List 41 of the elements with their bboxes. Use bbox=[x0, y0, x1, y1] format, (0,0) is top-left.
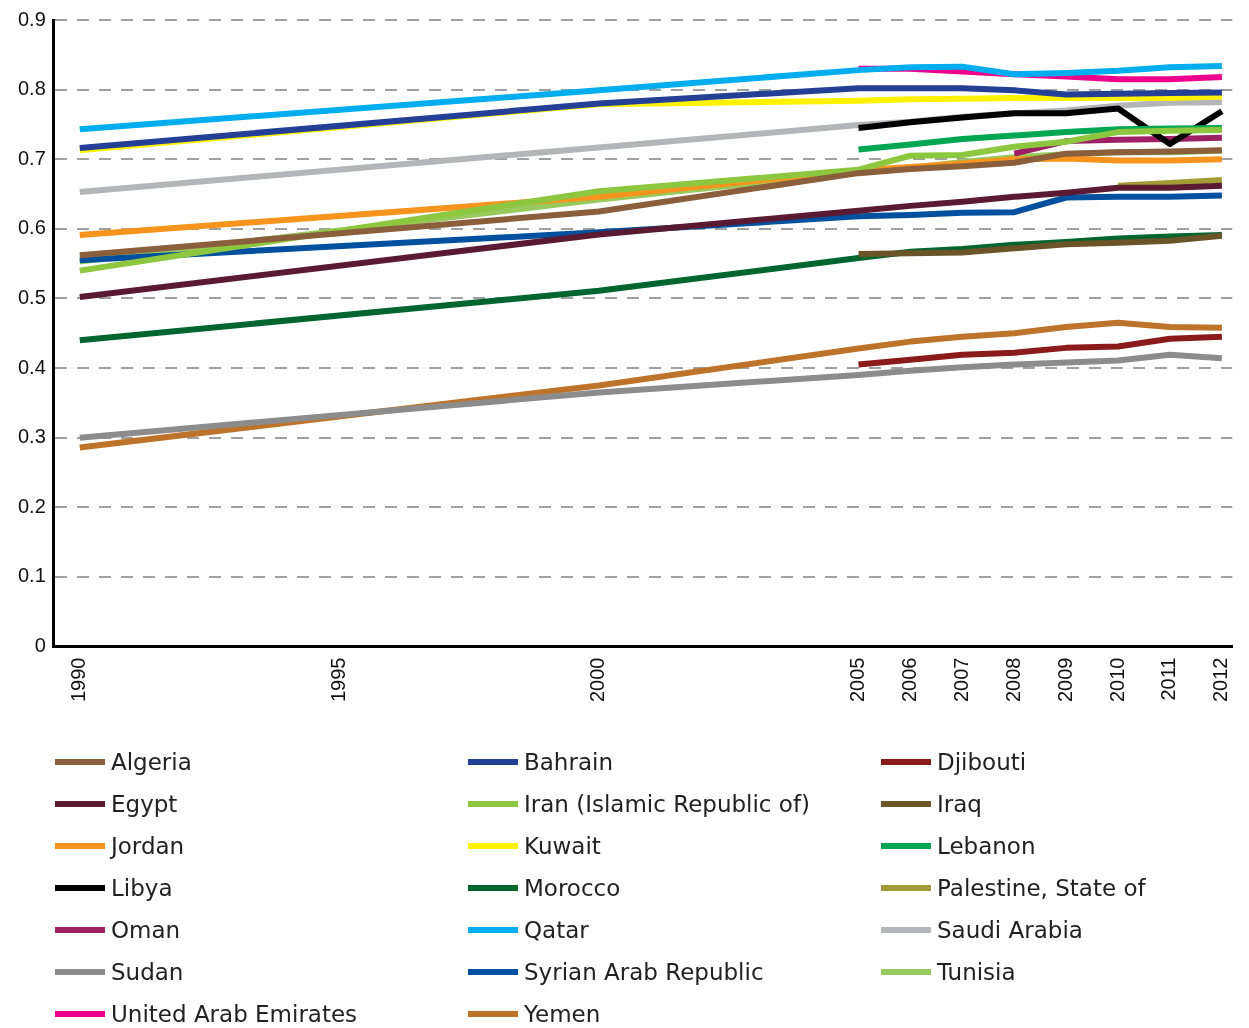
legend-label: Egypt bbox=[111, 790, 178, 817]
x-tick-label: 1990 bbox=[67, 657, 90, 703]
x-tick-label: 2006 bbox=[897, 657, 920, 703]
legend-label: Morocco bbox=[524, 874, 621, 901]
legend-label: Algeria bbox=[111, 748, 192, 775]
y-tick-label: 0.1 bbox=[17, 564, 46, 587]
y-tick-label: 0.9 bbox=[17, 7, 46, 30]
legend-label: Sudan bbox=[111, 958, 184, 985]
y-tick-label: 0.6 bbox=[17, 216, 46, 239]
legend-label: Libya bbox=[111, 874, 173, 901]
x-tick-label: 2008 bbox=[1001, 657, 1024, 703]
y-tick-label: 0.5 bbox=[17, 285, 46, 308]
x-tick-label: 2009 bbox=[1053, 657, 1076, 703]
legend-label: Qatar bbox=[524, 916, 589, 943]
legend-label: United Arab Emirates bbox=[111, 1000, 358, 1027]
legend-label: Oman bbox=[111, 916, 181, 943]
legend-label: Iraq bbox=[937, 790, 982, 817]
legend-label: Iran (Islamic Republic of) bbox=[524, 790, 810, 817]
y-tick-label: 0.4 bbox=[17, 355, 46, 378]
x-tick-label: 2010 bbox=[1105, 657, 1128, 703]
legend-label: Bahrain bbox=[524, 748, 613, 775]
legend-label: Yemen bbox=[524, 1000, 601, 1027]
legend-label: Saudi Arabia bbox=[937, 916, 1083, 943]
y-tick-label: 0.3 bbox=[17, 425, 46, 448]
legend-label: Djibouti bbox=[937, 748, 1027, 775]
x-tick-label: 2011 bbox=[1157, 657, 1180, 701]
legend-label: Tunisia bbox=[937, 958, 1016, 985]
legend-label: Jordan bbox=[111, 832, 185, 859]
legend-label: Syrian Arab Republic bbox=[524, 958, 764, 985]
y-tick-label: 0.7 bbox=[17, 146, 46, 169]
y-tick-label: 0.8 bbox=[17, 77, 46, 100]
y-tick-label: 0.2 bbox=[17, 494, 46, 517]
legend-label: Lebanon bbox=[937, 832, 1036, 859]
x-tick-label: 2005 bbox=[846, 657, 868, 703]
x-tick-label: 2012 bbox=[1209, 657, 1232, 703]
x-tick-label: 1995 bbox=[326, 657, 349, 703]
y-tick-label: 0 bbox=[34, 634, 46, 657]
x-tick-label: 2000 bbox=[586, 657, 609, 703]
legend-label: Palestine, State of bbox=[937, 874, 1146, 901]
legend-label: Kuwait bbox=[524, 832, 601, 859]
x-tick-label: 2007 bbox=[949, 657, 972, 703]
